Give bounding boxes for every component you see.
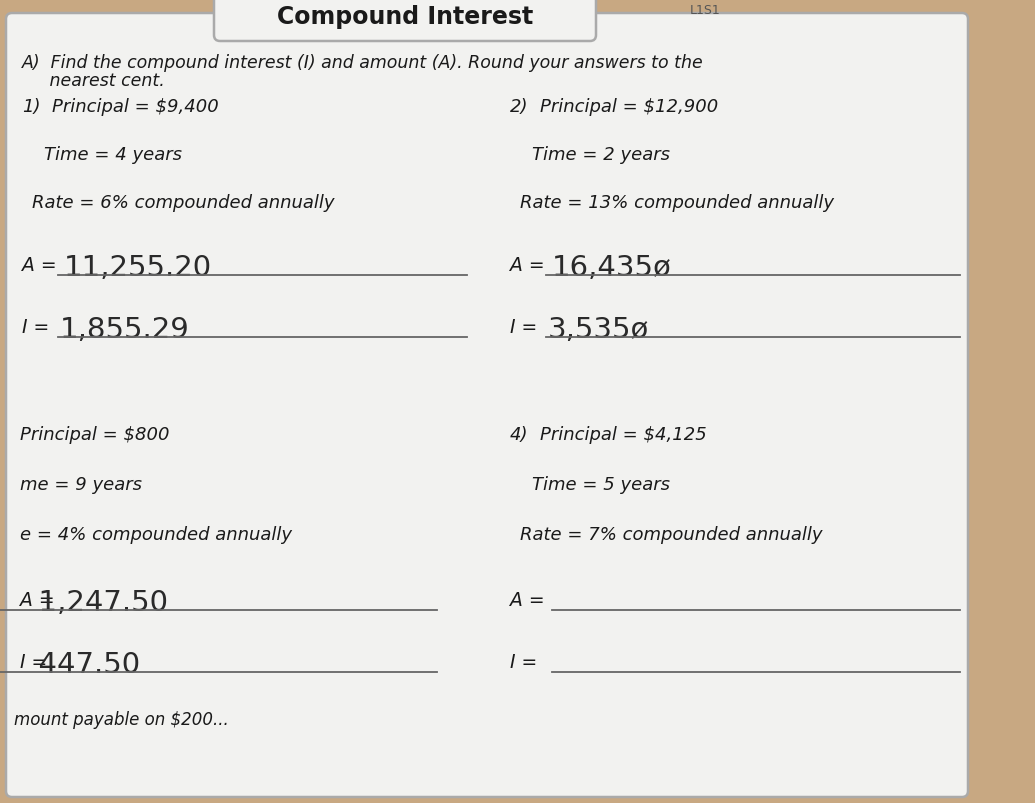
Text: Principal = $800: Principal = $800 [20,426,170,443]
Text: me = 9 years: me = 9 years [20,475,142,493]
Text: Rate = 7% compounded annually: Rate = 7% compounded annually [520,525,823,544]
Text: Time = 2 years: Time = 2 years [532,146,670,164]
Text: A =: A = [510,255,544,275]
Text: I =: I = [510,652,537,671]
Text: Rate = 13% compounded annually: Rate = 13% compounded annually [520,194,834,212]
Text: nearest cent.: nearest cent. [22,72,165,90]
Text: I =: I = [510,318,537,336]
Text: Time = 4 years: Time = 4 years [45,146,182,164]
Text: Principal = $12,900: Principal = $12,900 [540,98,718,116]
Text: 447.50: 447.50 [20,650,140,679]
Text: Time = 5 years: Time = 5 years [532,475,670,493]
Text: A)  Find the compound interest (I) and amount (A). Round your answers to the: A) Find the compound interest (I) and am… [22,54,704,72]
Text: L1S1: L1S1 [690,5,720,18]
Text: I =: I = [20,652,48,671]
Text: 1,247.50: 1,247.50 [20,589,168,616]
Text: 1): 1) [22,98,40,116]
Text: A =: A = [510,590,544,609]
Text: A =: A = [20,590,55,609]
Text: Principal = $4,125: Principal = $4,125 [540,426,707,443]
Text: Principal = $9,400: Principal = $9,400 [52,98,218,116]
Text: I =: I = [22,318,50,336]
Text: 1,855.29: 1,855.29 [60,316,189,344]
FancyBboxPatch shape [214,0,596,42]
Text: Compound Interest: Compound Interest [277,5,533,29]
FancyBboxPatch shape [6,14,968,797]
Text: 2): 2) [510,98,529,116]
Text: 3,535ø: 3,535ø [548,316,649,344]
Text: Rate = 6% compounded annually: Rate = 6% compounded annually [32,194,334,212]
Text: 16,435ø: 16,435ø [552,254,672,282]
Text: 11,255.20: 11,255.20 [64,254,212,282]
Text: A =: A = [22,255,57,275]
Text: mount payable on $200...: mount payable on $200... [14,710,229,728]
Text: e = 4% compounded annually: e = 4% compounded annually [20,525,292,544]
Text: 4): 4) [510,426,529,443]
